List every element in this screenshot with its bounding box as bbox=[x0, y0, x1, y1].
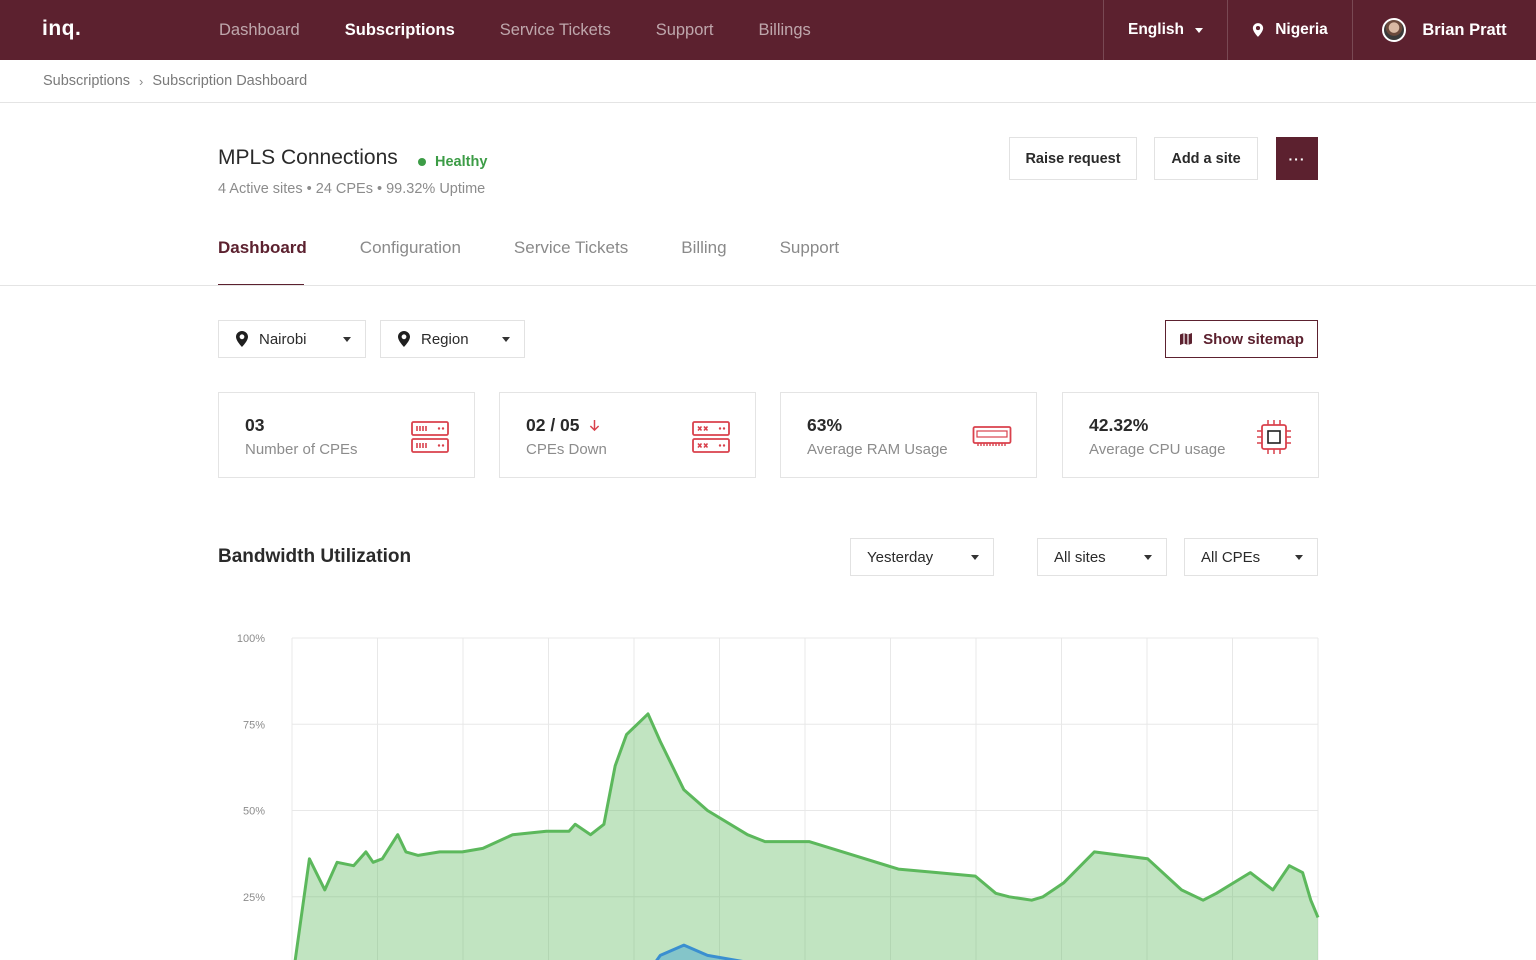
stat-label: Average RAM Usage bbox=[807, 441, 948, 458]
chevron-right-icon: › bbox=[139, 73, 144, 89]
subscription-summary: 4 Active sites • 24 CPEs • 99.32% Uptime bbox=[218, 181, 486, 197]
cpes-value: All CPEs bbox=[1201, 548, 1261, 566]
chevron-down-icon bbox=[502, 337, 510, 342]
ram-icon bbox=[972, 426, 1012, 446]
page-title: MPLS Connections bbox=[218, 146, 398, 169]
stat-card-cpu: 42.32% Average CPU usage bbox=[1062, 392, 1319, 478]
stat-label: Average CPU usage bbox=[1089, 441, 1226, 458]
stat-value: 02 / 05 bbox=[526, 415, 580, 435]
subscription-tabs: Dashboard Configuration Service Tickets … bbox=[218, 238, 892, 258]
location-selector[interactable]: Nigeria bbox=[1227, 0, 1352, 60]
location-pin-icon bbox=[236, 331, 248, 347]
nav-link-dashboard[interactable]: Dashboard bbox=[219, 20, 300, 39]
tab-billing[interactable]: Billing bbox=[681, 238, 727, 257]
status-dot-icon bbox=[418, 158, 426, 166]
series-line-b bbox=[655, 943, 743, 960]
breadcrumb-current: Subscription Dashboard bbox=[152, 73, 308, 89]
sites-dropdown[interactable]: All sites bbox=[1037, 538, 1167, 576]
y-tick-label: 50% bbox=[243, 806, 265, 818]
stat-value: 03 bbox=[245, 415, 265, 435]
status-badge: Healthy bbox=[418, 154, 487, 170]
city-value: Nairobi bbox=[259, 330, 307, 348]
bandwidth-title: Bandwidth Utilization bbox=[218, 546, 412, 567]
more-options-button[interactable]: ··· bbox=[1276, 137, 1318, 180]
bandwidth-chart[interactable]: 100% 75% 50% 25% bbox=[218, 610, 1328, 960]
cpu-icon bbox=[1257, 420, 1291, 454]
server-rack-icon bbox=[411, 421, 449, 453]
language-dropdown[interactable]: English bbox=[1103, 0, 1227, 60]
stat-card-ram: 63% Average RAM Usage bbox=[780, 392, 1037, 478]
location-label: Nigeria bbox=[1275, 21, 1328, 38]
map-icon bbox=[1180, 333, 1193, 345]
tabs-divider bbox=[0, 285, 1536, 286]
tab-dashboard[interactable]: Dashboard bbox=[218, 238, 307, 257]
tab-configuration[interactable]: Configuration bbox=[359, 238, 461, 257]
y-tick-label: 25% bbox=[243, 892, 265, 904]
stat-value: 63% bbox=[807, 415, 843, 435]
add-site-button[interactable]: Add a site bbox=[1154, 137, 1258, 180]
arrow-down-icon bbox=[589, 420, 599, 432]
stat-card-cpe-count: 03 Number of CPEs bbox=[218, 392, 475, 478]
user-name: Brian Pratt bbox=[1422, 20, 1507, 39]
y-tick-label: 100% bbox=[237, 633, 265, 645]
cpes-dropdown[interactable]: All CPEs bbox=[1184, 538, 1318, 576]
show-sitemap-button[interactable]: Show sitemap bbox=[1165, 320, 1318, 358]
breadcrumb: Subscriptions › Subscription Dashboard bbox=[43, 73, 307, 89]
city-dropdown[interactable]: Nairobi bbox=[218, 320, 366, 358]
sites-value: All sites bbox=[1054, 548, 1106, 566]
server-down-icon bbox=[692, 421, 730, 453]
period-value: Yesterday bbox=[867, 548, 934, 566]
series-line-a bbox=[293, 712, 1320, 960]
y-tick-label: 75% bbox=[243, 719, 265, 731]
language-label: English bbox=[1128, 21, 1184, 38]
tab-service-tickets[interactable]: Service Tickets bbox=[513, 238, 629, 257]
stat-label: Number of CPEs bbox=[245, 441, 358, 458]
stat-value-row: 02 / 05 bbox=[526, 415, 600, 436]
chevron-down-icon bbox=[1295, 555, 1303, 560]
brand-logo[interactable]: inq. bbox=[42, 17, 82, 40]
period-dropdown[interactable]: Yesterday bbox=[850, 538, 994, 576]
nav-link-subscriptions[interactable]: Subscriptions bbox=[344, 20, 455, 39]
raise-request-button[interactable]: Raise request bbox=[1009, 137, 1137, 180]
chevron-down-icon bbox=[343, 337, 351, 342]
chevron-down-icon bbox=[1194, 27, 1203, 33]
series-area-a bbox=[295, 713, 1318, 960]
tab-support[interactable]: Support bbox=[779, 238, 840, 257]
status-label: Healthy bbox=[435, 154, 488, 170]
stat-card-cpes-down: 02 / 05 CPEs Down bbox=[499, 392, 756, 478]
location-pin-icon bbox=[1253, 23, 1264, 37]
avatar bbox=[1382, 18, 1407, 42]
main-nav: Dashboard Subscriptions Service Tickets … bbox=[219, 0, 856, 60]
nav-link-service-tickets[interactable]: Service Tickets bbox=[499, 20, 611, 39]
chevron-down-icon bbox=[1144, 555, 1152, 560]
nav-link-support[interactable]: Support bbox=[655, 20, 714, 39]
nav-right-group: English Nigeria Brian Pratt bbox=[1103, 0, 1536, 60]
show-sitemap-label: Show sitemap bbox=[1203, 330, 1304, 348]
top-navbar: inq. Dashboard Subscriptions Service Tic… bbox=[0, 0, 1536, 60]
region-dropdown[interactable]: Region bbox=[380, 320, 525, 358]
stat-label: CPEs Down bbox=[526, 441, 607, 458]
breadcrumb-subscriptions[interactable]: Subscriptions bbox=[43, 73, 131, 89]
breadcrumb-divider bbox=[0, 102, 1536, 103]
location-pin-icon bbox=[398, 331, 410, 347]
stat-value: 42.32% bbox=[1089, 415, 1149, 435]
nav-link-billings[interactable]: Billings bbox=[758, 20, 811, 39]
chevron-down-icon bbox=[971, 555, 979, 560]
region-value: Region bbox=[421, 330, 469, 348]
user-menu[interactable]: Brian Pratt bbox=[1352, 0, 1536, 60]
